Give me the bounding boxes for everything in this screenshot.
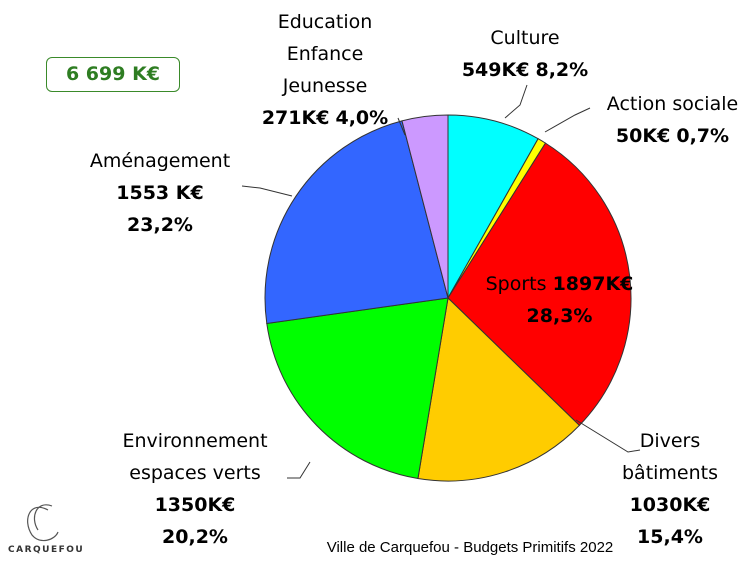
slice-label: Sports 1897K€ 28,3% xyxy=(462,268,657,332)
slice-label: Environnement espaces verts 1350K€ 20,2% xyxy=(100,425,290,553)
value-label: 1897K€ xyxy=(552,273,634,295)
slice-label: Culture 549K€ 8,2% xyxy=(440,22,610,86)
leader-line xyxy=(544,107,591,133)
pie xyxy=(264,114,632,482)
percent-label: 20,2% xyxy=(162,526,228,548)
value-label: 1030K€ xyxy=(629,494,711,516)
percent-label: 0,7% xyxy=(676,125,730,147)
value-label: 1553 K€ xyxy=(116,182,204,204)
logo-text: CARQUEFOU xyxy=(8,545,85,555)
percent-label: 15,4% xyxy=(637,526,703,548)
category-label: Aménagement xyxy=(89,150,231,172)
percent-label: 8,2% xyxy=(535,59,589,81)
percent-label: 28,3% xyxy=(526,305,593,327)
value-label: 1350K€ xyxy=(154,494,236,516)
category-label: Environnement espaces verts xyxy=(122,430,268,484)
percent-label: 23,2% xyxy=(127,214,193,236)
leader-line xyxy=(241,185,293,197)
pie-slice xyxy=(447,114,539,300)
slice-label: Action sociale 50K€ 0,7% xyxy=(590,88,750,152)
pie-slice xyxy=(401,114,449,299)
pie-slice xyxy=(417,296,581,482)
leader-line xyxy=(397,117,406,136)
leader-line xyxy=(575,419,641,453)
value-label: 50K€ xyxy=(615,125,671,147)
value-label: 549K€ xyxy=(461,59,530,81)
category-label: Action sociale xyxy=(606,93,739,115)
pie-slice xyxy=(264,120,449,325)
logo-swirl xyxy=(27,506,59,542)
pie-slice xyxy=(447,142,632,427)
category-label: Education Enfance Jeunesse xyxy=(277,11,373,97)
leader-line xyxy=(504,84,528,119)
leader-lines xyxy=(241,84,641,479)
pie-slice xyxy=(266,297,449,480)
value-label: 271K€ xyxy=(261,107,330,129)
leader-line xyxy=(287,461,311,479)
slice-label: Education Enfance Jeunesse 271K€ 4,0% xyxy=(250,6,400,134)
slice-label: Aménagement 1553 K€ 23,2% xyxy=(70,145,250,241)
category-label: Sports xyxy=(485,273,547,295)
total-box: 6 699 K€ xyxy=(46,57,180,92)
category-label: Divers bâtiments xyxy=(621,430,719,484)
logo-swirl xyxy=(33,504,53,531)
logo-mark xyxy=(27,504,59,542)
percent-label: 4,0% xyxy=(335,107,389,129)
category-label: Culture xyxy=(490,27,560,49)
footer: Ville de Carquefou - Budgets Primitifs 2… xyxy=(326,539,614,556)
slice-label: Divers bâtiments 1030K€ 15,4% xyxy=(615,425,725,553)
